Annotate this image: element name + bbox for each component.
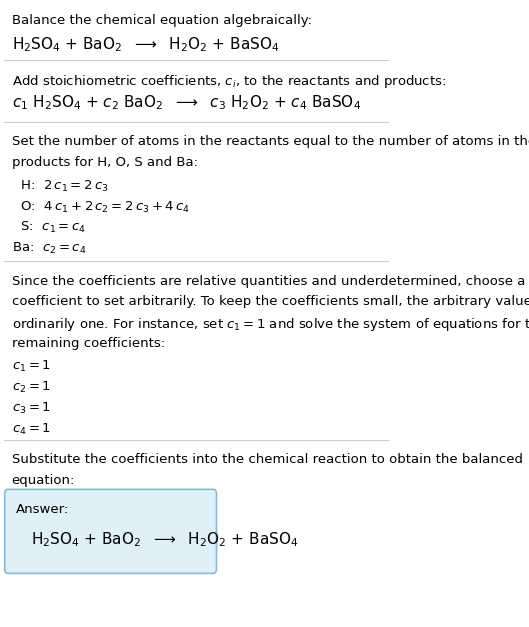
Text: Substitute the coefficients into the chemical reaction to obtain the balanced: Substitute the coefficients into the che… <box>12 453 523 466</box>
Text: $c_3 = 1$: $c_3 = 1$ <box>12 401 51 416</box>
Text: products for H, O, S and Ba:: products for H, O, S and Ba: <box>12 156 198 169</box>
Text: Set the number of atoms in the reactants equal to the number of atoms in the: Set the number of atoms in the reactants… <box>12 135 529 149</box>
Text: remaining coefficients:: remaining coefficients: <box>12 337 165 350</box>
Text: Since the coefficients are relative quantities and underdetermined, choose a: Since the coefficients are relative quan… <box>12 275 525 288</box>
Text: $c_1$ $\mathregular{H_2SO_4}$ + $c_2$ $\mathregular{BaO_2}$  $\longrightarrow$  : $c_1$ $\mathregular{H_2SO_4}$ + $c_2$ $\… <box>12 93 361 112</box>
Text: Add stoichiometric coefficients, $c_i$, to the reactants and products:: Add stoichiometric coefficients, $c_i$, … <box>12 73 446 90</box>
Text: S:  $c_1 = c_4$: S: $c_1 = c_4$ <box>12 220 86 235</box>
Text: $c_1 = 1$: $c_1 = 1$ <box>12 359 51 374</box>
Text: Answer:: Answer: <box>16 503 69 516</box>
Text: equation:: equation: <box>12 474 75 487</box>
Text: coefficient to set arbitrarily. To keep the coefficients small, the arbitrary va: coefficient to set arbitrarily. To keep … <box>12 295 529 308</box>
Text: H:  $2\,c_1 = 2\,c_3$: H: $2\,c_1 = 2\,c_3$ <box>12 179 108 194</box>
Text: ordinarily one. For instance, set $c_1 = 1$ and solve the system of equations fo: ordinarily one. For instance, set $c_1 =… <box>12 316 529 333</box>
Text: $\mathregular{H_2SO_4}$ + $\mathregular{BaO_2}$  $\longrightarrow$  $\mathregula: $\mathregular{H_2SO_4}$ + $\mathregular{… <box>31 531 299 549</box>
Text: Balance the chemical equation algebraically:: Balance the chemical equation algebraica… <box>12 14 312 28</box>
Text: $c_2 = 1$: $c_2 = 1$ <box>12 380 51 395</box>
Text: O:  $4\,c_1 + 2\,c_2 = 2\,c_3 + 4\,c_4$: O: $4\,c_1 + 2\,c_2 = 2\,c_3 + 4\,c_4$ <box>12 199 190 214</box>
FancyBboxPatch shape <box>5 490 216 574</box>
Text: $c_4 = 1$: $c_4 = 1$ <box>12 421 51 436</box>
Text: $\mathregular{H_2SO_4}$ + $\mathregular{BaO_2}$  $\longrightarrow$  $\mathregula: $\mathregular{H_2SO_4}$ + $\mathregular{… <box>12 35 279 54</box>
Text: Ba:  $c_2 = c_4$: Ba: $c_2 = c_4$ <box>12 241 86 256</box>
